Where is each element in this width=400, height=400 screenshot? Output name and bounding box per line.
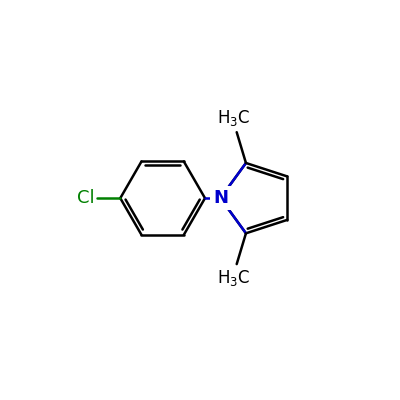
Text: H$_3$C: H$_3$C xyxy=(217,268,250,288)
Text: N: N xyxy=(213,189,228,207)
Text: Cl: Cl xyxy=(77,189,95,207)
Text: H$_3$C: H$_3$C xyxy=(217,108,250,128)
